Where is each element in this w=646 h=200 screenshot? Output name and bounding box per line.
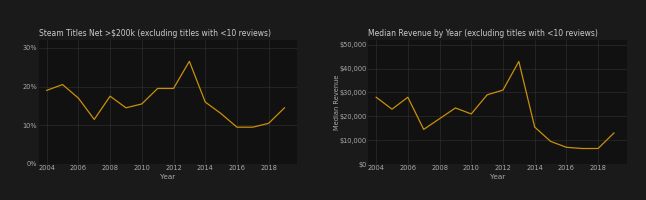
Text: Steam Titles Net >$200k (excluding titles with <10 reviews): Steam Titles Net >$200k (excluding title… xyxy=(39,29,271,38)
X-axis label: Year: Year xyxy=(490,174,505,180)
X-axis label: Year: Year xyxy=(160,174,176,180)
Y-axis label: Median Revenue: Median Revenue xyxy=(334,74,340,130)
Text: Median Revenue by Year (excluding titles with <10 reviews): Median Revenue by Year (excluding titles… xyxy=(368,29,598,38)
